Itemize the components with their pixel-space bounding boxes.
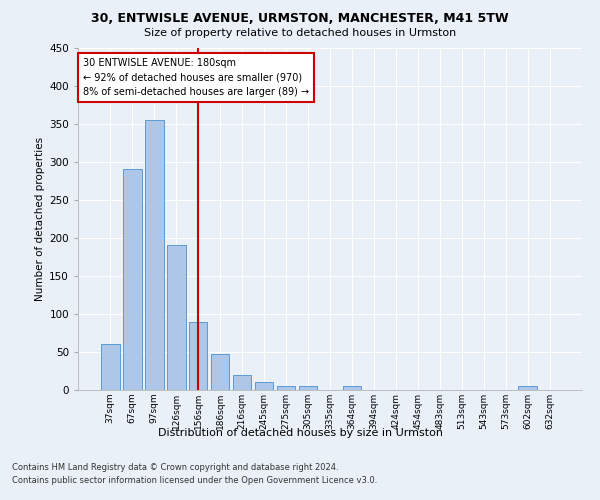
Bar [101,344,119,390]
Bar [189,322,208,390]
Bar [123,170,142,390]
Bar [299,386,317,390]
Y-axis label: Number of detached properties: Number of detached properties [35,136,45,301]
Text: Distribution of detached houses by size in Urmston: Distribution of detached houses by size … [157,428,443,438]
Text: Contains HM Land Registry data © Crown copyright and database right 2024.: Contains HM Land Registry data © Crown c… [12,462,338,471]
Bar [518,386,537,390]
Text: Contains public sector information licensed under the Open Government Licence v3: Contains public sector information licen… [12,476,377,485]
Bar [277,386,295,390]
Bar [211,354,229,390]
Text: 30, ENTWISLE AVENUE, URMSTON, MANCHESTER, M41 5TW: 30, ENTWISLE AVENUE, URMSTON, MANCHESTER… [91,12,509,26]
Bar [145,120,164,390]
Text: Size of property relative to detached houses in Urmston: Size of property relative to detached ho… [144,28,456,38]
Bar [255,382,274,390]
Bar [167,246,185,390]
Bar [343,386,361,390]
Bar [233,375,251,390]
Text: 30 ENTWISLE AVENUE: 180sqm
← 92% of detached houses are smaller (970)
8% of semi: 30 ENTWISLE AVENUE: 180sqm ← 92% of deta… [83,58,309,98]
